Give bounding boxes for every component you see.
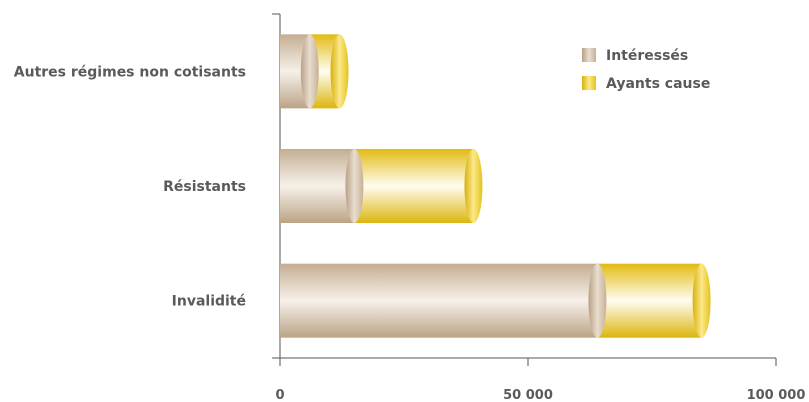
category-label: Autres régimes non cotisants — [14, 64, 246, 80]
category-labels: Autres régimes non cotisants Résistants In… — [14, 64, 246, 309]
x-tick-label: 100 000 — [747, 388, 806, 402]
category-label: Résistants — [163, 179, 246, 195]
bar-end-cap-0-2 — [588, 263, 607, 338]
x-tick-label: 50 000 — [503, 388, 553, 402]
bar-segment-0-1 — [280, 149, 355, 223]
bar-end-cap-0-0 — [300, 34, 319, 109]
legend-swatch-1 — [582, 76, 596, 90]
bar-segment-0-2 — [280, 263, 598, 338]
bars-group — [280, 34, 711, 338]
bar-segment-1-1 — [354, 149, 474, 223]
legend: Intéressés Ayants cause — [582, 48, 710, 92]
bar-end-cap-1-1 — [464, 149, 483, 223]
bar-end-cap-1-0 — [330, 34, 349, 109]
category-label: Invalidité — [172, 294, 246, 310]
bar-segment-1-2 — [597, 263, 702, 338]
legend-label-1: Ayants cause — [606, 76, 710, 92]
bar-end-cap-0-1 — [345, 149, 364, 223]
x-tick-group: 0 50 000 100 000 — [275, 358, 805, 402]
bar-end-cap-1-2 — [692, 263, 711, 338]
x-tick-label: 0 — [275, 388, 284, 402]
legend-swatch-0 — [582, 48, 596, 62]
legend-label-0: Intéressés — [606, 48, 688, 64]
